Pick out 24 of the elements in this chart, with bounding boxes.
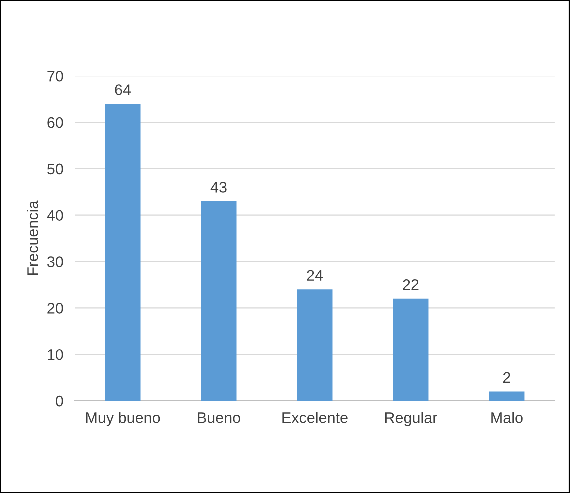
bar: [201, 201, 237, 402]
y-tick-label: 0: [56, 396, 64, 407]
y-axis-title: Frecuencia: [27, 200, 38, 276]
y-tick-label: 30: [47, 256, 64, 268]
bar: [105, 104, 141, 402]
y-tick-label: 20: [48, 303, 64, 314]
bar: [393, 298, 429, 402]
x-tick-label: Regular: [385, 412, 438, 426]
x-tick-label: Excelente: [282, 412, 348, 424]
y-tick-label: 10: [48, 349, 64, 360]
bar: [297, 290, 333, 402]
y-tick-label: 50: [48, 164, 64, 175]
data-label: 24: [307, 270, 324, 281]
x-tick-label: Muy bueno: [86, 412, 160, 426]
y-tick-label: 40: [47, 210, 64, 222]
y-tick-label: 60: [48, 117, 64, 128]
data-label: 64: [115, 84, 132, 96]
data-label: 22: [403, 280, 419, 290]
bar: [489, 392, 525, 402]
y-tick-label: 70: [48, 70, 64, 82]
data-label: 43: [210, 182, 227, 193]
x-tick-label: Bueno: [198, 412, 240, 424]
x-tick-label: Malo: [492, 412, 523, 424]
data-label: 2: [503, 372, 510, 383]
